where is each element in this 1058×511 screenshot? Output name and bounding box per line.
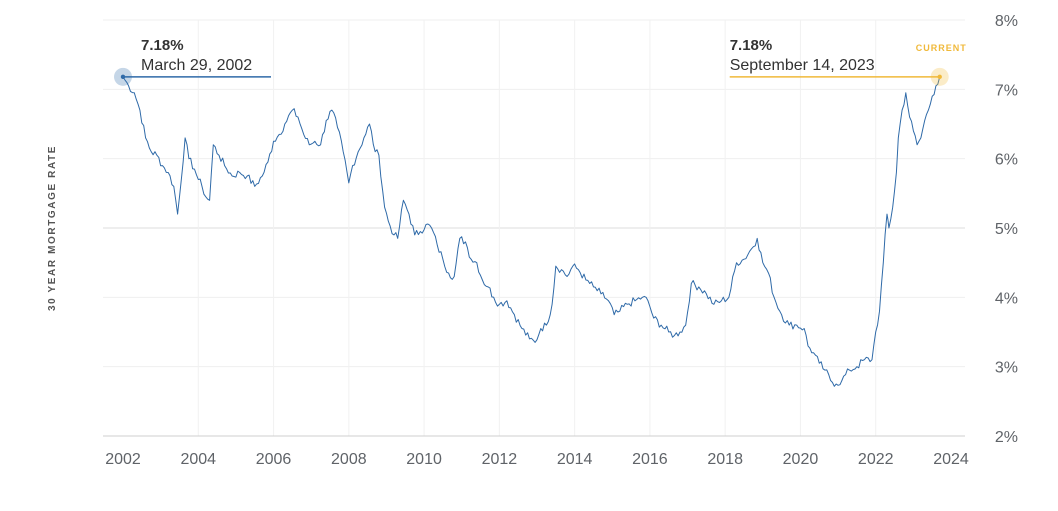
annotation-current-tag: CURRENT (916, 43, 967, 53)
y-tick-label: 6% (995, 152, 1018, 169)
x-tick-label: 2018 (707, 451, 743, 468)
y-tick-label: 5% (995, 221, 1018, 238)
annotation-date: March 29, 2002 (141, 57, 252, 74)
grid-lines (103, 19, 965, 436)
x-tick-label: 2016 (632, 451, 668, 468)
y-tick-label: 3% (995, 360, 1018, 377)
x-tick-label: 2022 (858, 451, 894, 468)
x-tick-label: 2008 (331, 451, 367, 468)
annotation-value: 7.18% (730, 37, 773, 54)
annotation-point (120, 74, 126, 80)
y-tick-label: 2% (995, 429, 1018, 446)
annotations-layer: 7.18% March 29, 2002 7.18% September 14, 20… (114, 37, 967, 86)
x-tick-label: 2020 (783, 451, 819, 468)
x-tick-label: 2012 (482, 451, 518, 468)
annotation-date: September 14, 2023 (730, 57, 875, 74)
y-tick-label: 8% (995, 13, 1018, 30)
annotation-point (937, 74, 942, 80)
annotation-value: 7.18% (141, 37, 184, 54)
x-tick-label: 2002 (105, 451, 141, 468)
series-line (122, 76, 941, 387)
axes: 2% 3% 4% 5% 6% 7% 8% 2002 2004 2006 2008 2010 2012 20… (103, 13, 1018, 468)
y-tick-label: 7% (995, 82, 1018, 99)
x-tick-label: 2006 (256, 451, 292, 468)
y-tick-label: 4% (995, 290, 1018, 307)
series-layer (122, 76, 941, 387)
y-axis-label: 30 YEAR MORTGAGE RATE (47, 145, 58, 311)
x-tick-label: 2010 (406, 451, 442, 468)
x-tick-label: 2024 (933, 451, 969, 468)
x-tick-label: 2004 (180, 451, 216, 468)
x-tick-label: 2014 (557, 451, 593, 468)
